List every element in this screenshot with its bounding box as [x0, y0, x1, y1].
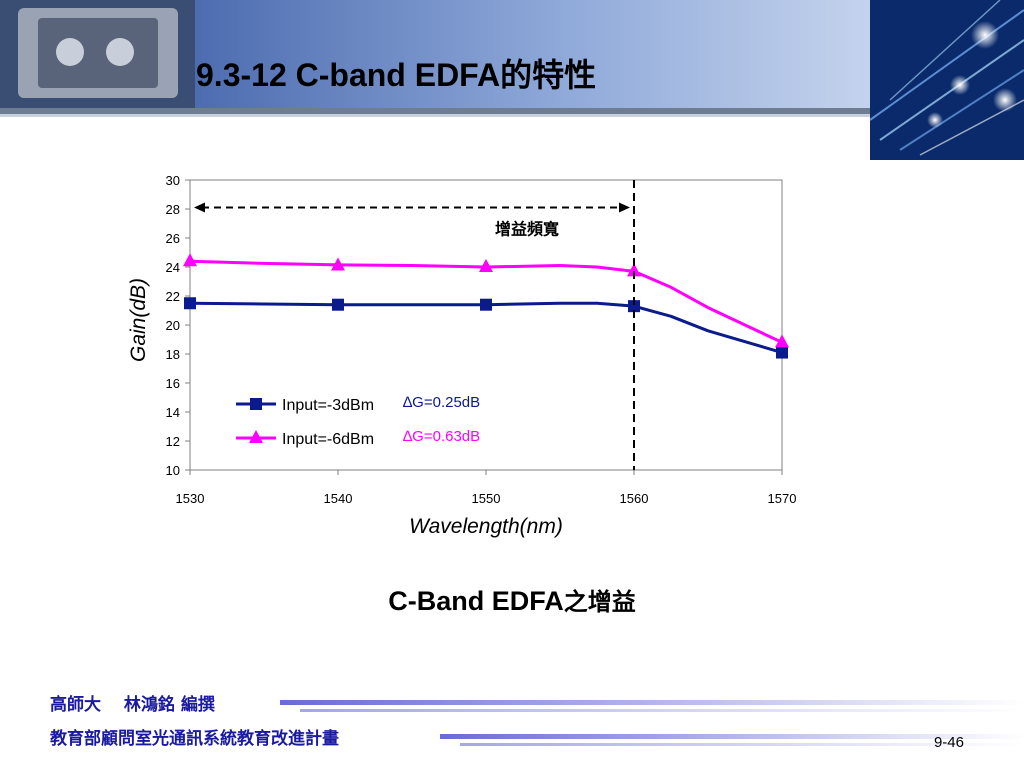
series-line-1	[189, 301, 783, 354]
y-tick-label: 28	[166, 202, 180, 217]
data-point-triangle	[331, 257, 345, 271]
x-tick-label: 1560	[620, 491, 649, 506]
page-number: 9-46	[933, 734, 964, 751]
data-point-triangle	[479, 259, 493, 272]
data-point-square	[184, 297, 196, 310]
slide-title: 9.3-12 C-band EDFA的特性	[196, 57, 597, 93]
y-tick-label: 18	[166, 347, 180, 362]
y-tick-label: 10	[166, 463, 180, 478]
y-tick-label: 26	[166, 231, 180, 246]
device-image	[0, 0, 195, 108]
x-axis-label: Wavelength(nm)	[409, 515, 563, 538]
arrow-head-right	[619, 202, 630, 213]
plot-area	[189, 179, 783, 471]
chart-caption: C-Band EDFA之增益	[0, 582, 1024, 617]
data-point-triangle	[183, 253, 197, 267]
data-point-square	[776, 346, 788, 359]
x-tick-label: 1540	[324, 491, 353, 506]
data-point-square	[480, 298, 492, 311]
legend-label-2: Input=-6dBm	[282, 431, 374, 448]
title-banner	[0, 0, 1024, 160]
x-tick-label: 1530	[176, 491, 205, 506]
legend-label-1: Input=-3dBm	[282, 397, 374, 414]
delta-g-annotation-2: ∆G=0.63dB	[403, 428, 480, 445]
y-tick-label: 12	[166, 434, 180, 449]
bandwidth-label: 增益頻寬	[495, 220, 559, 239]
x-tick-label: 1570	[768, 491, 797, 506]
y-tick-label: 14	[166, 405, 180, 420]
delta-g-annotation-1: ∆G=0.25dB	[403, 394, 480, 411]
series-line-2	[189, 259, 783, 344]
caption-latin: C-Band EDFA	[388, 586, 564, 616]
data-point-square	[332, 298, 344, 311]
y-tick-label: 16	[166, 376, 180, 391]
footer-program: 教育部顧問室光通訊系統教育改進計畫	[50, 729, 339, 749]
y-tick-label: 24	[166, 260, 180, 275]
footer-bars	[280, 700, 1024, 746]
data-point-square	[628, 300, 640, 313]
y-tick-label: 22	[166, 289, 180, 304]
data-point-triangle	[775, 334, 789, 348]
arrow-head-left	[194, 202, 205, 213]
data-point-triangle	[627, 263, 641, 277]
x-tick-label: 1550	[472, 491, 501, 506]
fiber-optic-image	[869, 0, 1024, 160]
footer-author: 高師大 林鴻銘 編撰	[50, 695, 215, 715]
y-tick-label: 30	[166, 173, 180, 188]
triangle-marker-icon	[249, 430, 263, 443]
square-marker-icon	[250, 398, 262, 410]
caption-cjk: 之增益	[563, 587, 636, 616]
y-tick-label: 20	[166, 318, 180, 333]
y-axis-label: Gain(dB)	[127, 278, 150, 362]
